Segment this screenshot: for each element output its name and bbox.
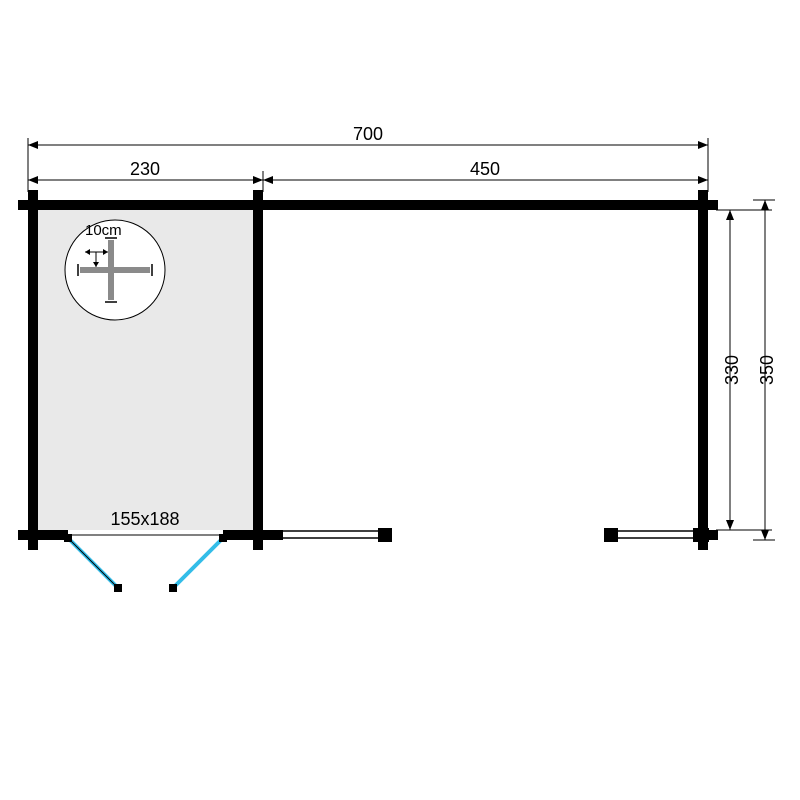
bottom-opening-right xyxy=(604,528,718,550)
overhang-top-left xyxy=(18,200,28,210)
dimension-top-total: 700 xyxy=(28,124,708,192)
dim-total-width: 700 xyxy=(353,124,383,144)
overhang-left-top xyxy=(28,190,38,200)
dim-overhang: 10cm xyxy=(85,222,122,239)
door-right-leaf xyxy=(169,534,227,592)
door-left-leaf xyxy=(64,534,122,592)
dimension-top-split: 230 450 xyxy=(28,159,708,192)
wall-inner xyxy=(253,200,263,540)
overhang-inner-bottom xyxy=(253,540,263,550)
wall-bottom-room-right xyxy=(223,530,263,540)
wall-left xyxy=(28,200,38,540)
overhang-left-bottom xyxy=(28,540,38,550)
bottom-opening-left xyxy=(263,528,392,542)
wall-bottom-room-left xyxy=(28,530,68,540)
detail-circle: 10cm xyxy=(65,220,165,320)
overhang-right-top xyxy=(698,190,708,200)
dimension-right-total: 350 xyxy=(753,200,777,540)
dim-inner-height: 330 xyxy=(722,355,742,385)
dim-right-width: 450 xyxy=(470,159,500,179)
dim-door: 155x188 xyxy=(110,509,179,529)
dim-total-height: 350 xyxy=(757,355,777,385)
overhang-inner-top xyxy=(253,190,263,200)
wall-top xyxy=(28,200,708,210)
overhang-bottom-left xyxy=(18,530,28,540)
dim-left-width: 230 xyxy=(130,159,160,179)
overhang-top-right-ext xyxy=(708,200,718,210)
